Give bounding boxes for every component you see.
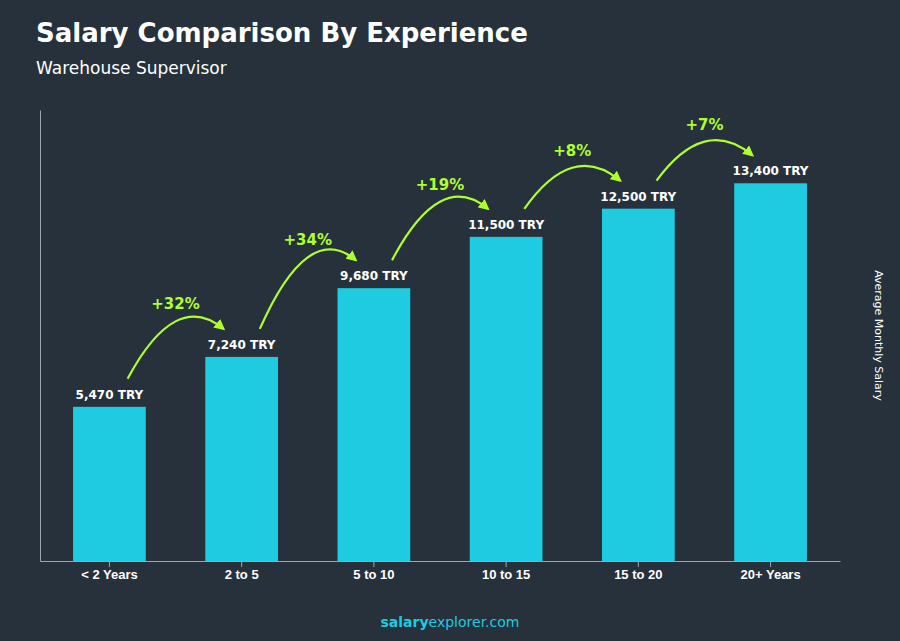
annotation: +32% xyxy=(151,295,199,313)
title: Salary Comparison By Experience xyxy=(36,18,528,48)
tick: 2 to 5 xyxy=(225,561,259,582)
subtitle: Warehouse Supervisor xyxy=(36,58,227,78)
bar xyxy=(602,209,675,561)
axis-line xyxy=(40,111,41,562)
data-label: 5,470 TRY xyxy=(76,388,144,402)
tick: 20+ Years xyxy=(741,561,801,582)
tick: 15 to 20 xyxy=(614,561,662,582)
tick: 10 to 15 xyxy=(482,561,530,582)
annotations: +32% +34% +19% +8% +7% xyxy=(128,116,753,379)
tick-mark xyxy=(770,561,771,567)
footer-part: salary xyxy=(381,614,429,630)
pct-arrow xyxy=(260,249,356,329)
bar xyxy=(338,288,411,561)
axis-title: Average Monthly Salary xyxy=(872,270,885,401)
data-labels: 5,470 TRY 7,240 TRY 9,680 TRY 11,500 TRY 12,… xyxy=(76,164,809,402)
footer-part: explorer.com xyxy=(429,614,520,630)
annotation: +34% xyxy=(284,231,332,249)
bar xyxy=(470,237,543,561)
tick-mark xyxy=(638,561,639,567)
tick: < 2 Years xyxy=(81,561,138,582)
tick-label: < 2 Years xyxy=(81,567,138,582)
annotation: +19% xyxy=(416,176,464,194)
data-label: 7,240 TRY xyxy=(208,338,276,352)
data-label: 11,500 TRY xyxy=(468,218,544,232)
tick-label: 5 to 10 xyxy=(353,567,394,582)
axis-line xyxy=(41,561,841,562)
tick-label: 15 to 20 xyxy=(614,567,662,582)
tick-label: 20+ Years xyxy=(741,567,801,582)
tick-mark xyxy=(506,561,507,567)
plot: < 2 Years 2 to 5 5 to 10 10 to 15 15 to 20 20… xyxy=(41,111,841,583)
tick-label: 2 to 5 xyxy=(225,567,259,582)
tick-label: 10 to 15 xyxy=(482,567,530,582)
pct-arrow xyxy=(657,140,753,181)
data-label: 9,680 TRY xyxy=(340,269,408,283)
bar xyxy=(73,407,146,561)
bar xyxy=(205,357,278,561)
footer: salaryexplorer.com xyxy=(381,614,520,630)
chart: < 2 Years 2 to 5 5 to 10 10 to 15 15 to 20 20… xyxy=(0,0,900,641)
data-label: 13,400 TRY xyxy=(733,164,809,178)
pct-arrow xyxy=(524,166,620,209)
annotation: +7% xyxy=(685,116,723,134)
data-label: 12,500 TRY xyxy=(600,190,676,204)
pct-arrow xyxy=(392,197,488,260)
tick-mark xyxy=(109,561,110,567)
y-axis xyxy=(40,111,41,562)
x-axis: < 2 Years 2 to 5 5 to 10 10 to 15 15 to 20 20… xyxy=(41,561,841,582)
bars xyxy=(73,183,807,561)
tick-mark xyxy=(241,561,242,567)
tick-mark xyxy=(373,561,374,567)
bar xyxy=(734,183,807,561)
pct-arrow xyxy=(128,317,224,379)
annotation: +8% xyxy=(553,142,591,160)
tick: 5 to 10 xyxy=(353,561,394,582)
